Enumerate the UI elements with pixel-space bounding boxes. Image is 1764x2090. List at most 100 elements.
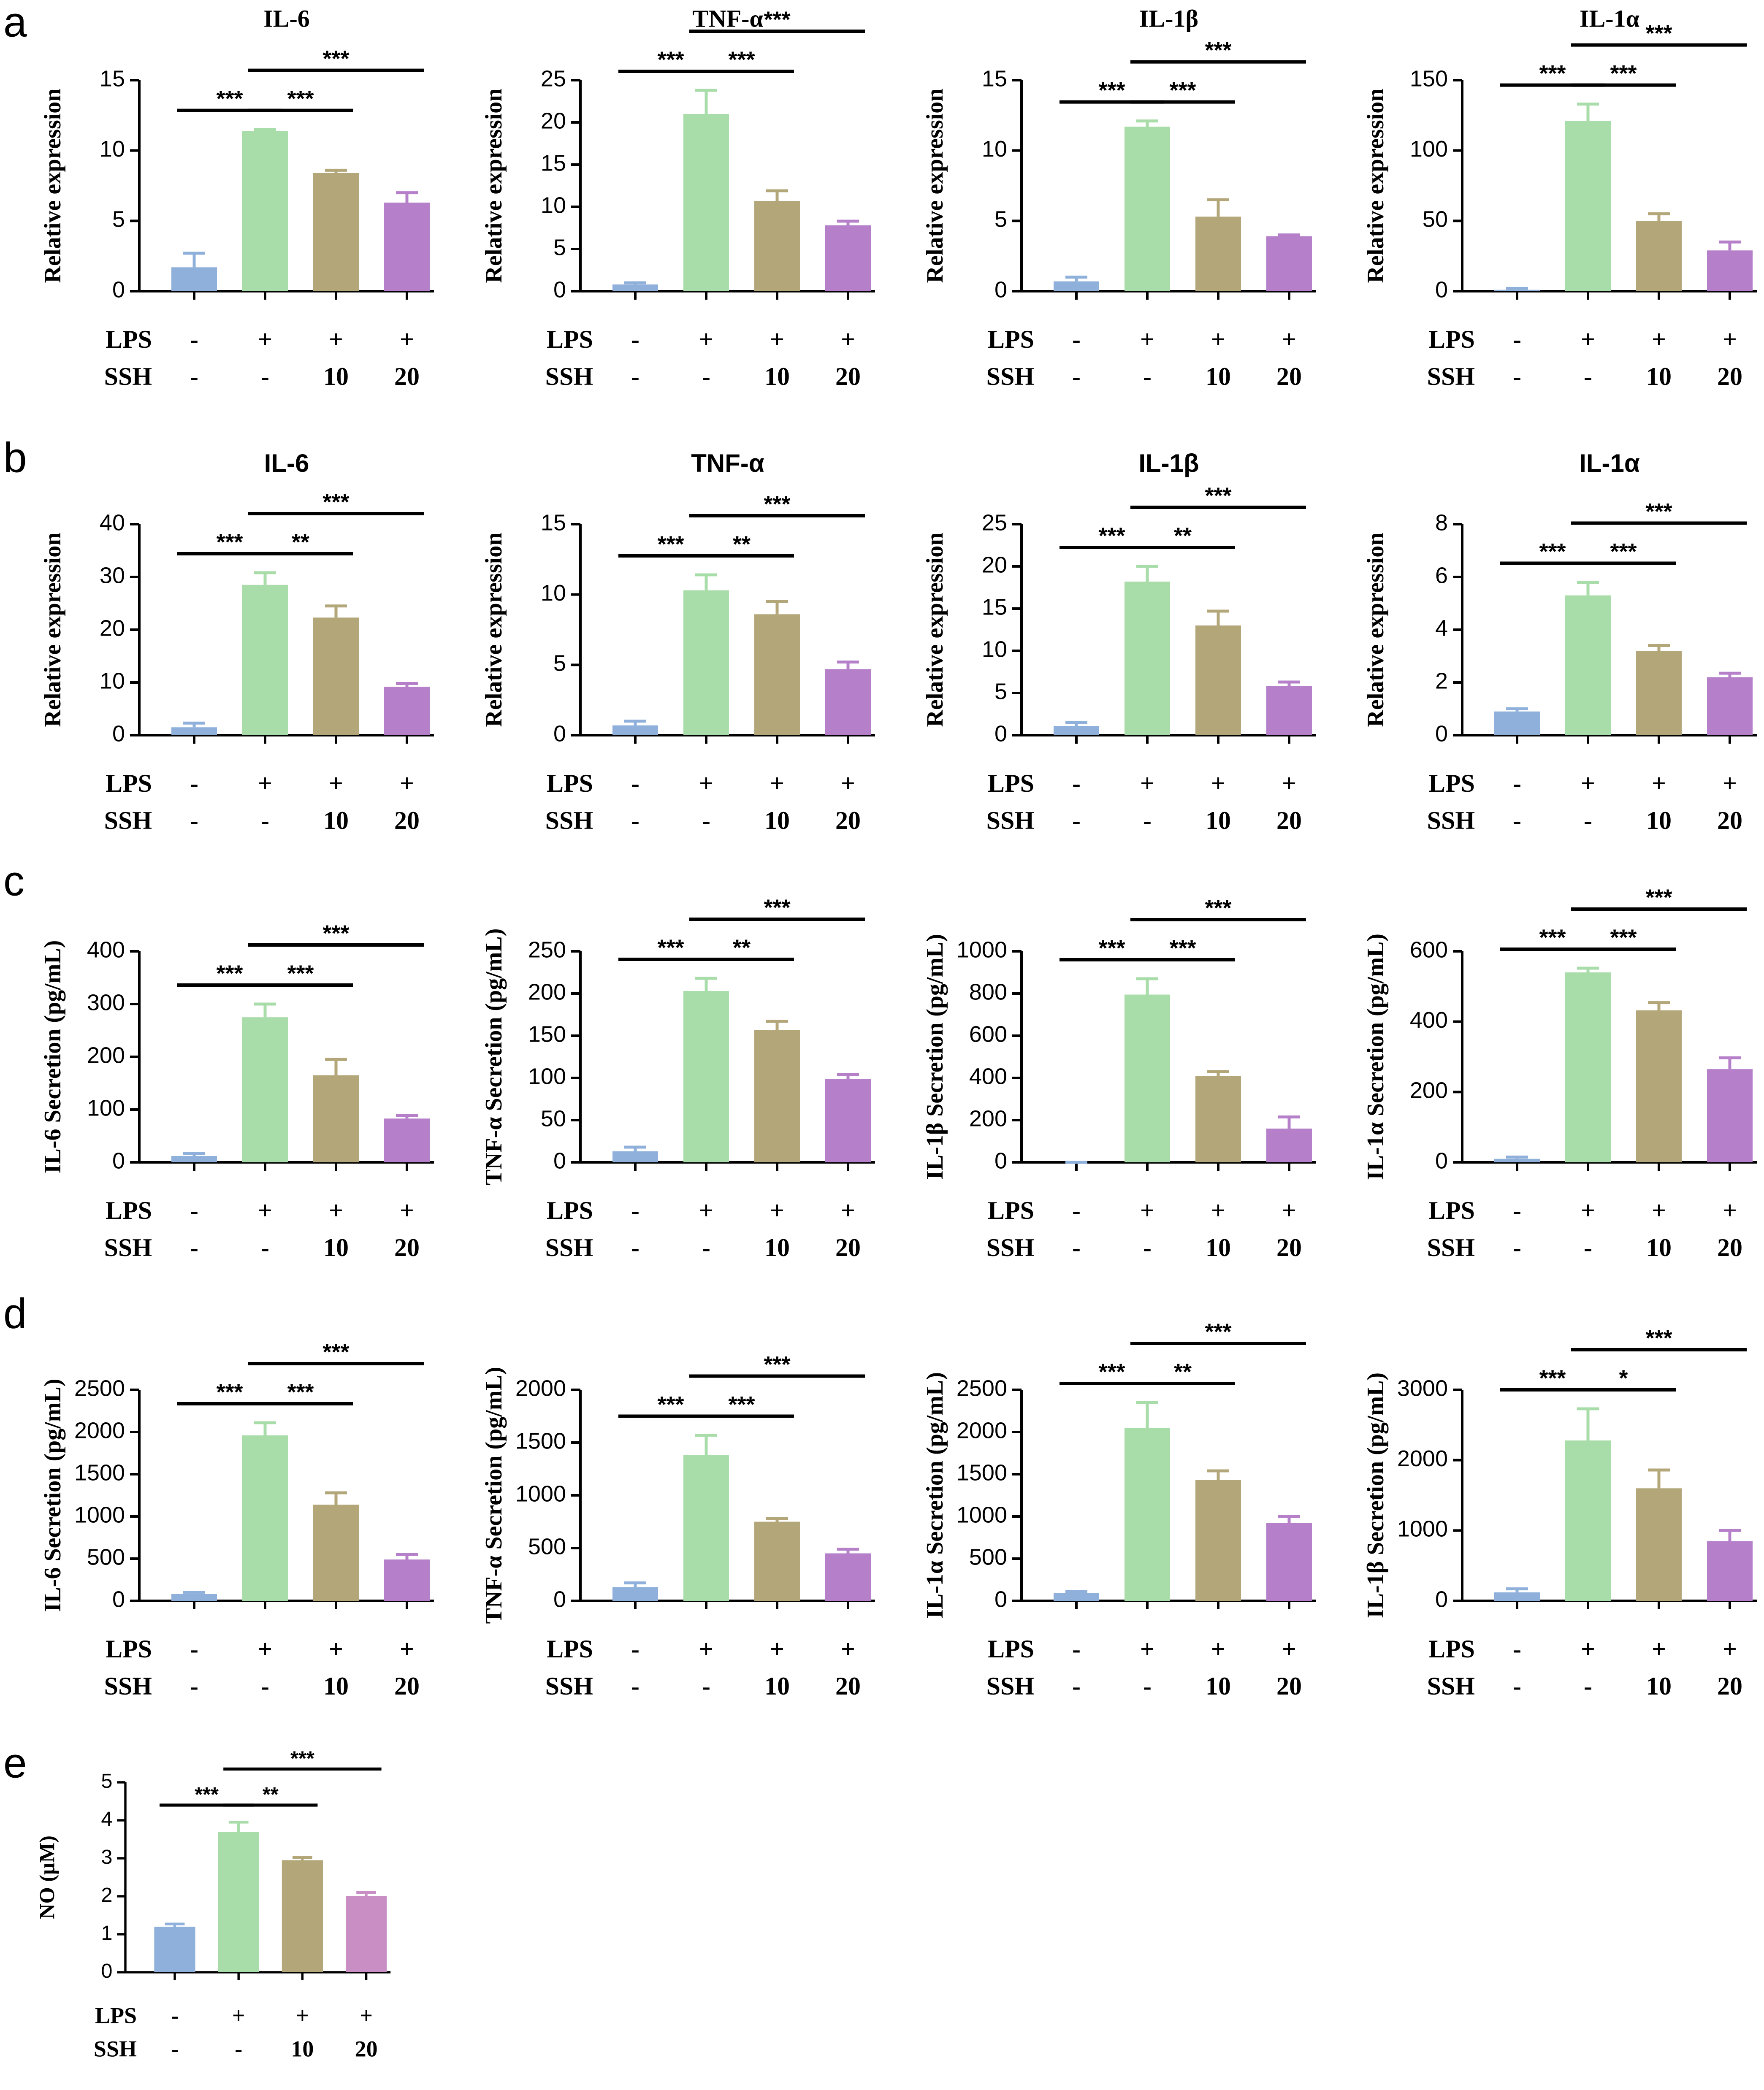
significance-label: *** xyxy=(1098,523,1125,548)
condition-value: + xyxy=(841,1635,855,1663)
significance-label: *** xyxy=(287,1379,314,1405)
bar xyxy=(1125,127,1170,291)
condition-value: + xyxy=(329,769,343,797)
error-bar xyxy=(766,600,788,615)
condition-value: + xyxy=(400,1197,414,1224)
condition-value: + xyxy=(1211,325,1225,353)
condition-value: + xyxy=(1723,1197,1737,1224)
significance-label: *** xyxy=(764,491,790,517)
condition-value: 10 xyxy=(323,1672,349,1700)
y-tick-label: 0 xyxy=(994,1586,1007,1612)
y-axis-label: TNF-α Secretion (pg/mL) xyxy=(481,929,507,1186)
bar xyxy=(1636,221,1682,291)
y-tick-label: 0 xyxy=(112,277,125,302)
chart-title: IL-1β xyxy=(1138,449,1199,477)
condition-value: - xyxy=(631,363,639,390)
condition-value: + xyxy=(1581,1197,1595,1224)
error-bar xyxy=(1506,1587,1528,1592)
chart: IL-1α Relative expression 0 2 4 6 8 LPS - + + + SSH -… xyxy=(1363,449,1757,834)
y-tick-label: 5 xyxy=(553,651,566,676)
condition-value: 20 xyxy=(355,2036,378,2062)
panel-label: a xyxy=(3,0,27,46)
condition-value: - xyxy=(1513,1635,1521,1663)
condition-name: LPS xyxy=(547,325,593,353)
y-tick-label: 0 xyxy=(112,1586,125,1612)
condition-value: + xyxy=(1723,1635,1737,1663)
condition-value: + xyxy=(258,1635,272,1663)
condition-name: SSH xyxy=(1427,363,1475,390)
condition-value: - xyxy=(190,363,198,390)
y-tick-label: 3 xyxy=(101,1846,112,1868)
significance-label: *** xyxy=(764,895,790,920)
bar xyxy=(1707,250,1753,291)
significance-label: *** xyxy=(216,529,243,555)
bar xyxy=(1054,281,1099,291)
y-tick-label: 15 xyxy=(982,594,1007,620)
y-axis-label: TNF-α Secretion (pg/mL) xyxy=(481,1367,507,1624)
bar xyxy=(282,1860,323,1972)
condition-value: - xyxy=(631,1635,639,1663)
error-bar xyxy=(837,1548,859,1554)
condition-value: - xyxy=(1072,1672,1081,1700)
panel-label: d xyxy=(3,1290,27,1337)
error-bar xyxy=(1207,198,1229,217)
bar xyxy=(612,1151,658,1162)
condition-value: - xyxy=(1072,1234,1081,1262)
condition-value: + xyxy=(1282,1635,1296,1663)
condition-value: + xyxy=(841,769,855,797)
y-axis-label: Relative expression xyxy=(1363,89,1389,283)
error-bar xyxy=(183,252,205,268)
significance-label: *** xyxy=(1610,925,1637,950)
significance-label: *** xyxy=(1169,935,1196,961)
y-tick-label: 1000 xyxy=(1397,1516,1448,1542)
y-axis-label: Relative expression xyxy=(922,89,948,283)
condition-name: LPS xyxy=(106,1635,152,1663)
condition-value: + xyxy=(360,2003,373,2028)
chart: IL-1α Relative expression 0 50 100 150 LPS - + + +… xyxy=(1363,5,1757,390)
y-tick-label: 25 xyxy=(982,510,1007,535)
bar xyxy=(754,614,800,735)
condition-value: - xyxy=(702,1672,710,1700)
condition-name: LPS xyxy=(547,1635,593,1663)
y-tick-label: 4 xyxy=(101,1808,112,1830)
bar xyxy=(825,1079,871,1162)
condition-value: 10 xyxy=(323,1234,349,1262)
chart: IL-1β Relative expression 0 5 10 15 20 25 LPS - + +… xyxy=(922,449,1316,834)
condition-value: 10 xyxy=(764,1234,790,1262)
condition-name: LPS xyxy=(1428,325,1475,353)
condition-value: + xyxy=(1211,1635,1225,1663)
condition-value: 20 xyxy=(835,363,861,390)
condition-value: + xyxy=(258,769,272,797)
y-tick-label: 0 xyxy=(553,277,566,302)
condition-value: + xyxy=(400,1635,414,1663)
bar xyxy=(1125,582,1170,735)
condition-name: SSH xyxy=(1427,807,1475,834)
bar xyxy=(825,225,871,291)
condition-value: - xyxy=(190,807,198,834)
y-tick-label: 200 xyxy=(87,1042,125,1068)
y-tick-label: 6 xyxy=(1435,563,1448,588)
condition-name: SSH xyxy=(104,807,152,834)
y-tick-label: 5 xyxy=(112,207,125,232)
bar xyxy=(171,727,217,735)
condition-value: + xyxy=(1652,1197,1666,1224)
error-bar xyxy=(695,1434,717,1455)
condition-value: 20 xyxy=(1717,363,1742,390)
condition-value: - xyxy=(1584,363,1592,390)
condition-value: - xyxy=(1072,807,1081,834)
y-tick-label: 1000 xyxy=(74,1502,125,1527)
condition-value: - xyxy=(171,2036,179,2062)
condition-value: 20 xyxy=(1276,363,1302,390)
error-bar xyxy=(624,281,646,284)
condition-name: SSH xyxy=(1427,1672,1475,1700)
y-tick-label: 8 xyxy=(1435,510,1448,535)
condition-value: 10 xyxy=(1646,1234,1672,1262)
bar xyxy=(1565,972,1611,1162)
condition-value: + xyxy=(1140,325,1154,353)
y-tick-label: 250 xyxy=(528,937,566,962)
y-tick-label: 300 xyxy=(87,990,125,1015)
y-tick-label: 2000 xyxy=(1397,1446,1448,1471)
error-bar xyxy=(1278,1515,1300,1523)
condition-value: + xyxy=(400,769,414,797)
